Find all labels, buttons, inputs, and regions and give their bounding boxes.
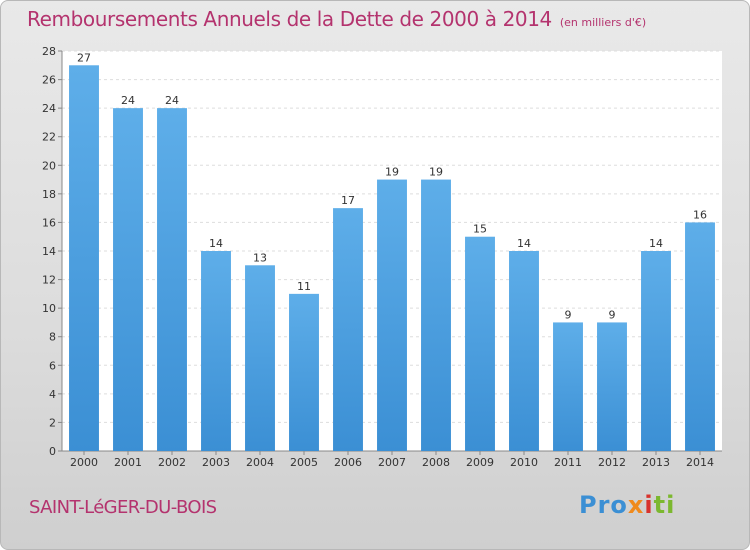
bar-2008 [421,179,451,452]
x-tick-label-2002: 2002 [158,456,186,469]
bar-2000 [69,65,99,452]
x-tick-label-2006: 2006 [334,456,362,469]
bar-2013 [641,251,671,451]
data-label-2013: 14 [649,237,663,250]
x-tick-label-2007: 2007 [378,456,406,469]
chart-subtitle: (en milliers d'€) [559,16,647,29]
x-tick-label-2003: 2003 [202,456,230,469]
bar-2003 [201,251,231,451]
data-label-2004: 13 [253,251,267,264]
data-label-2012: 9 [609,308,616,321]
x-tick-label-2000: 2000 [70,456,98,469]
x-tick-label-2011: 2011 [554,456,582,469]
bar-2005 [289,293,319,451]
data-label-2003: 14 [209,237,223,250]
x-tick-label-2014: 2014 [686,456,714,469]
x-tick-label-2008: 2008 [422,456,450,469]
x-tick-label-2005: 2005 [290,456,318,469]
logo-part-3: i [644,491,654,519]
logo-part-1: Pro [579,491,628,519]
y-tick-label: 4 [49,388,56,401]
bar-2007 [377,179,407,452]
y-tick-label: 20 [42,159,56,172]
chart-title: Remboursements Annuels de la Dette de 20… [27,7,646,31]
y-tick-label: 10 [42,302,56,315]
x-tick-label-2010: 2010 [510,456,538,469]
bar-2002 [157,108,187,452]
bar-2004 [245,265,275,451]
bar-2006 [333,208,363,451]
y-tick-label: 26 [42,74,56,87]
data-label-2009: 15 [473,223,487,236]
x-tick-label-2001: 2001 [114,456,142,469]
data-label-2011: 9 [565,308,572,321]
logo-part-2: x [627,491,645,519]
y-tick-label: 28 [42,45,56,58]
y-tick-label: 22 [42,131,56,144]
data-label-2014: 16 [693,208,707,221]
data-label-2010: 14 [517,237,531,250]
x-tick-label-2009: 2009 [466,456,494,469]
data-label-2001: 24 [121,94,135,107]
data-label-2002: 24 [165,94,179,107]
bar-2014 [685,222,715,451]
y-tick-label: 6 [49,359,56,372]
y-tick-label: 24 [42,102,56,115]
y-tick-label: 14 [42,245,56,258]
y-tick-label: 18 [42,188,56,201]
data-label-2005: 11 [297,280,311,293]
bar-2001 [113,108,143,452]
commune-name: SAINT-LéGER-DU-BOIS [29,497,217,518]
x-tick-label-2004: 2004 [246,456,274,469]
data-label-2007: 19 [385,166,399,179]
y-tick-label: 16 [42,216,56,229]
data-label-2000: 27 [77,51,91,64]
chart-title-text: Remboursements Annuels de la Dette de 20… [27,7,552,31]
bar-2012 [597,322,627,451]
data-label-2006: 17 [341,194,355,207]
proxiti-logo: Proxiti [579,491,675,519]
bar-2010 [509,251,539,451]
y-tick-label: 8 [49,331,56,344]
y-tick-label: 0 [49,445,56,458]
bar-2009 [465,236,495,451]
bar-2011 [553,322,583,451]
y-tick-label: 2 [49,416,56,429]
x-tick-label-2012: 2012 [598,456,626,469]
y-tick-label: 12 [42,274,56,287]
x-tick-label-2013: 2013 [642,456,670,469]
logo-part-4: ti [653,491,676,519]
data-label-2008: 19 [429,166,443,179]
